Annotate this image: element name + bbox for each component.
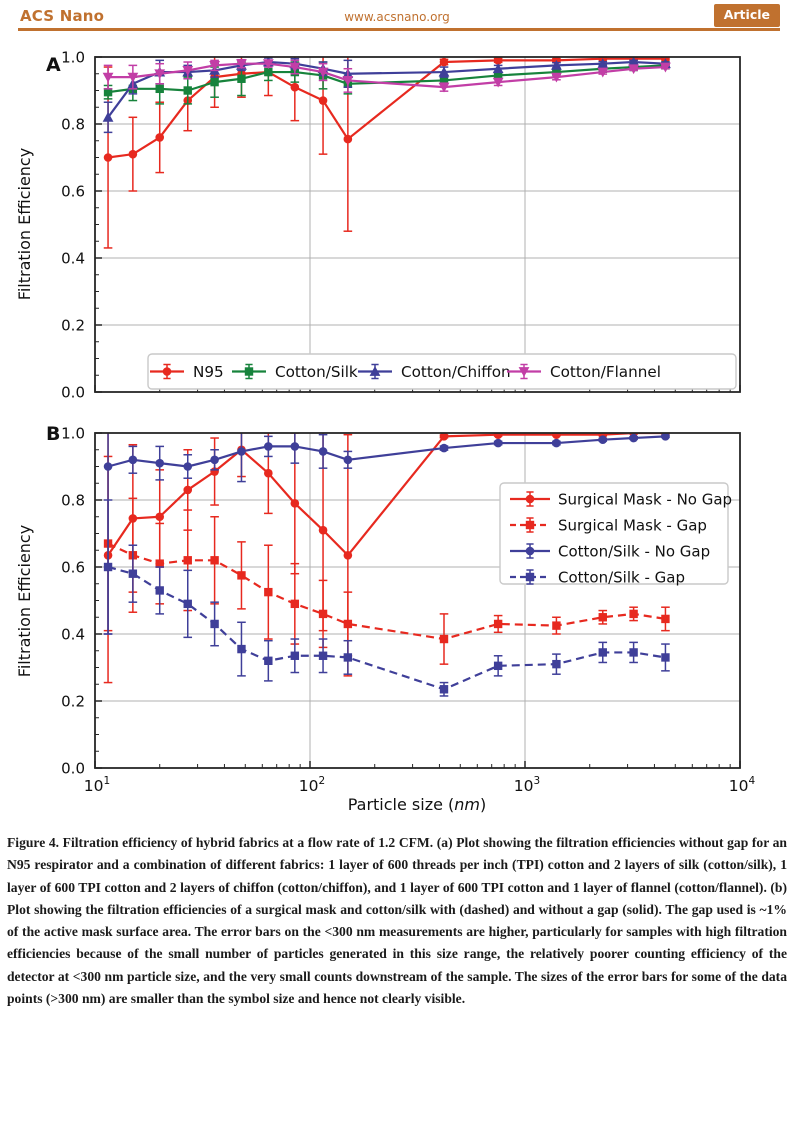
plot-a-y-axis-label: Filtration Efficiency: [15, 148, 34, 300]
legend-item-surgical-mask-no-gap: Surgical Mask - No Gap: [510, 490, 732, 508]
header-divider: [18, 28, 780, 31]
plot-a-y-tick-label: 1.0: [61, 48, 85, 66]
plot-a-legend: N95 Cotton/Silk Cotton/Chiffon Cotton/Flann…: [147, 353, 737, 390]
legend-label: Cotton/Flannel: [550, 363, 661, 381]
page-header: ACS Nano www.acsnano.org Article: [0, 0, 794, 34]
legend-item-cotton-flannel: Cotton/Flannel: [507, 363, 661, 381]
plot-b-ticks: [94, 432, 741, 769]
x-tick-label: 104: [729, 775, 756, 795]
plot-b: 0.0 0.2 0.4 0.6 0.8 1.0 101 102 103 104 Surgical M…: [61, 424, 756, 795]
plot-a-y-tick-label: 0.2: [61, 316, 85, 334]
figure-caption: Figure 4. Filtration efficiency of hybri…: [7, 835, 787, 1007]
legend-label: N95: [193, 363, 224, 381]
plot-a-y-tick-label: 0.6: [61, 182, 85, 200]
plot-b-series-cotton-silk-gap: [103, 499, 670, 697]
plot-a-frame: [94, 56, 741, 393]
plot-a-series-n95: [103, 56, 670, 249]
plot-b-y-tick-label: 1.0: [61, 424, 85, 442]
x-tick-label: 103: [514, 775, 540, 795]
plot-b-y-tick-label: 0.4: [61, 625, 85, 643]
plot-b-y-tick-label: 0.2: [61, 692, 85, 710]
x-tick-label: 101: [84, 775, 110, 795]
plot-a-ticks: [94, 56, 741, 393]
x-axis-label: Particle size (nm): [348, 795, 487, 814]
legend-item-cotton-chiffon: Cotton/Chiffon: [358, 363, 511, 381]
figure-4-charts: A B Filtration Efficiency Filtration Eff…: [15, 48, 756, 814]
plot-a-y-tick-label: 0.8: [61, 115, 85, 133]
plot-b-y-tick-label: 0.6: [61, 558, 85, 576]
legend-label: Cotton/Silk - No Gap: [558, 542, 710, 560]
legend-item-cotton-silk-gap: Cotton/Silk - Gap: [510, 568, 685, 586]
plot-b-y-axis-label: Filtration Efficiency: [15, 525, 34, 677]
legend-item-cotton-silk: Cotton/Silk: [232, 363, 358, 381]
legend-item-n95: N95: [150, 363, 224, 381]
plot-a-grid: [95, 57, 740, 392]
plot-a-series-cotton-flannel: [102, 58, 671, 93]
panel-b-label: B: [46, 423, 60, 445]
plot-b-series-cotton-silk-no-gap: [103, 432, 670, 635]
legend-label: Cotton/Chiffon: [401, 363, 511, 381]
plot-a: 0.0 0.2 0.4 0.6 0.8 1.0 N95 Cotton/Silk Cotton/C…: [61, 48, 741, 401]
legend-item-surgical-mask-gap: Surgical Mask - Gap: [510, 516, 707, 534]
plot-b-y-tick-label: 0.0: [61, 759, 85, 777]
legend-label: Cotton/Silk - Gap: [558, 568, 685, 586]
plot-a-y-tick-label: 0.4: [61, 249, 85, 267]
legend-label: Cotton/Silk: [275, 363, 358, 381]
journal-name: ACS Nano: [20, 7, 105, 25]
legend-label: Surgical Mask - No Gap: [558, 490, 732, 508]
journal-url-link[interactable]: www.acsnano.org: [344, 10, 450, 24]
panel-a-label: A: [46, 54, 61, 76]
plot-b-legend: Surgical Mask - No Gap Surgical Mask - Ga…: [499, 482, 732, 586]
plot-a-y-tick-label: 0.0: [61, 383, 85, 401]
x-tick-label: 102: [299, 775, 325, 795]
legend-label: Surgical Mask - Gap: [558, 516, 707, 534]
legend-item-cotton-silk-no-gap: Cotton/Silk - No Gap: [510, 542, 710, 560]
article-type-badge: Article: [713, 4, 780, 27]
plot-b-y-tick-label: 0.8: [61, 491, 85, 509]
